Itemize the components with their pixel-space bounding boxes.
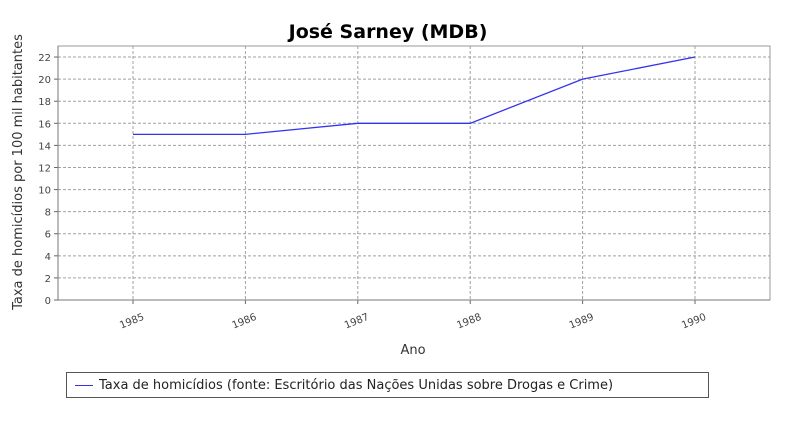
x-tick-label: 1989 (568, 312, 596, 332)
y-tick-label: 6 (45, 230, 51, 241)
plot-background (57, 45, 771, 301)
y-tick-label: 18 (38, 97, 51, 108)
x-tick-label: 1988 (455, 312, 483, 332)
x-tick-label: 1990 (680, 312, 708, 332)
x-tick-label: 1985 (118, 312, 146, 332)
x-tick-label: 1986 (231, 312, 259, 332)
y-tick-label: 16 (38, 119, 51, 130)
y-tick-label: 8 (45, 208, 51, 219)
y-tick-label: 14 (38, 141, 51, 152)
y-tick-label: 10 (38, 186, 51, 197)
y-tick-label: 4 (45, 252, 51, 263)
plot-area: 0 2 4 6 8 10 12 14 16 18 20 22 1985 1986 1987 1988 1989 1… (38, 45, 771, 332)
x-tick-label: 1987 (343, 312, 371, 332)
y-tick-label: 22 (38, 53, 51, 64)
y-tick-label: 20 (38, 75, 51, 86)
legend-label: Taxa de homicídios (fonte: Escritório da… (99, 377, 614, 393)
chart-title: José Sarney (MDB) (287, 21, 488, 43)
legend: Taxa de homicídios (fonte: Escritório da… (66, 372, 709, 398)
x-axis-label: Ano (400, 343, 425, 358)
y-tick-label: 12 (38, 163, 51, 174)
legend-line-swatch (75, 384, 93, 386)
series-line (133, 56, 696, 135)
y-tick-label: 2 (45, 274, 51, 285)
y-tick-label: 0 (45, 296, 51, 307)
y-axis-label: Taxa de homicídios por 100 mil habitante… (11, 34, 26, 311)
